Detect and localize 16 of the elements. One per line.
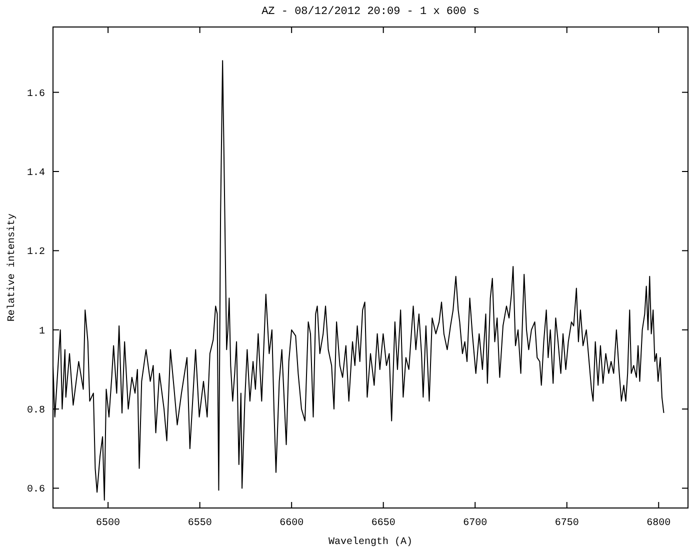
x-tick-label: 6800 xyxy=(646,518,671,529)
y-axis-title: Relative intensity xyxy=(6,213,18,322)
y-tick-label: 0.8 xyxy=(26,406,45,417)
y-tick-label: 0.6 xyxy=(26,484,45,496)
chart-title: AZ - 08/12/2012 20:09 - 1 x 600 s xyxy=(262,6,480,18)
y-tick-label: 1 xyxy=(38,326,45,338)
y-tick-label: 1.2 xyxy=(26,247,45,258)
x-tick-label: 6500 xyxy=(96,518,120,529)
x-axis-title: Wavelength (A) xyxy=(328,536,413,548)
x-tick-label: 6550 xyxy=(188,518,212,529)
x-tick-label: 6650 xyxy=(371,518,396,529)
y-tick-label: 1.4 xyxy=(26,168,45,179)
x-tick-label: 6600 xyxy=(280,518,304,529)
x-tick-label: 6700 xyxy=(463,518,488,529)
x-tick-label: 6750 xyxy=(554,518,579,529)
y-tick-label: 1.6 xyxy=(26,88,45,100)
